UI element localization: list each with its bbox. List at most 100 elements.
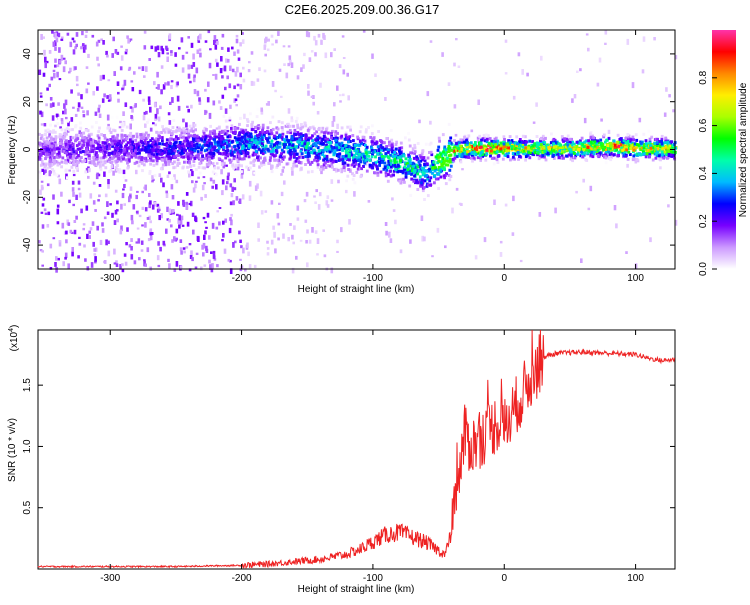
heatmap-cell xyxy=(247,252,250,257)
heatmap-cell xyxy=(260,161,263,164)
heatmap-cell xyxy=(363,31,366,33)
heatmap-cell xyxy=(121,263,124,266)
heatmap-cell xyxy=(98,105,101,108)
heatmap-cell xyxy=(165,229,168,234)
heatmap-cell xyxy=(405,175,408,178)
heatmap-cell xyxy=(291,62,294,68)
heatmap-cell xyxy=(445,182,448,185)
heatmap-cell xyxy=(238,123,241,126)
heatmap-cell xyxy=(269,156,272,159)
heatmap-cell xyxy=(427,91,430,96)
heatmap-cell xyxy=(513,96,516,100)
heatmap-cell xyxy=(56,122,59,125)
heatmap-cell xyxy=(220,68,223,73)
heatmap-cell xyxy=(136,241,139,243)
heatmap-cell xyxy=(177,201,180,206)
heatmap-cell xyxy=(423,237,426,242)
heatmap-cell xyxy=(522,135,525,138)
heatmap-cell xyxy=(93,200,96,204)
heatmap-cell xyxy=(614,205,617,210)
heatmap-cell xyxy=(311,50,314,52)
heatmap-cell xyxy=(187,170,190,173)
heatmap-cell xyxy=(168,219,171,223)
heatmap-cell xyxy=(115,190,118,193)
heatmap-cell xyxy=(387,166,390,169)
heatmap-cell xyxy=(505,150,508,153)
heatmap-cell xyxy=(108,158,111,161)
heatmap-cell xyxy=(49,50,52,54)
heatmap-cell xyxy=(599,139,602,142)
heatmap-cell xyxy=(38,156,41,159)
heatmap-cell xyxy=(372,151,375,154)
heatmap-cell xyxy=(322,229,325,232)
heatmap-cell xyxy=(280,96,283,98)
heatmap-cell xyxy=(49,124,52,127)
heatmap-cell xyxy=(110,131,113,134)
heatmap-cell xyxy=(468,153,471,156)
heatmap-cell xyxy=(79,243,82,246)
heatmap-cell xyxy=(117,157,120,160)
heatmap-cell xyxy=(251,51,254,55)
heatmap-cell xyxy=(651,150,654,153)
heatmap-cell xyxy=(643,146,646,149)
heatmap-cell xyxy=(342,155,345,158)
heatmap-cell xyxy=(137,228,140,230)
heatmap-cell xyxy=(171,80,174,82)
heatmap-cell xyxy=(632,138,635,141)
heatmap-cell xyxy=(138,164,141,167)
heatmap-cell xyxy=(141,224,144,226)
heatmap-cell xyxy=(393,151,396,154)
heatmap-cell xyxy=(282,169,285,173)
heatmap-cell xyxy=(521,69,524,75)
heatmap-cell xyxy=(287,63,290,66)
heatmap-cell xyxy=(72,181,75,185)
heatmap-cell xyxy=(134,139,137,142)
heatmap-cell xyxy=(453,63,456,67)
heatmap-cell xyxy=(111,165,114,168)
heatmap-cell xyxy=(303,142,306,145)
heatmap-cell xyxy=(164,161,167,164)
heatmap-cell xyxy=(64,60,67,64)
heatmap-cell xyxy=(256,115,259,118)
heatmap-cell xyxy=(438,140,441,143)
x-tick-label: -100 xyxy=(363,573,383,584)
heatmap-cell xyxy=(99,157,102,160)
heatmap-cell xyxy=(157,84,160,90)
heatmap-cell xyxy=(78,237,81,239)
heatmap-cell xyxy=(283,145,286,148)
heatmap-cell xyxy=(68,222,71,226)
heatmap-cell xyxy=(246,243,249,249)
heatmap-cell xyxy=(197,91,200,97)
heatmap-cell xyxy=(315,40,318,45)
heatmap-cell xyxy=(397,156,400,159)
heatmap-cell xyxy=(201,158,204,161)
heatmap-cell xyxy=(162,48,165,54)
heatmap-cell xyxy=(459,138,462,141)
heatmap-cell xyxy=(656,141,659,144)
heatmap-cell xyxy=(239,143,242,146)
heatmap-cell xyxy=(103,146,106,149)
heatmap-cell xyxy=(88,154,91,157)
heatmap-cell xyxy=(102,98,105,103)
heatmap-cell xyxy=(107,241,110,244)
heatmap-cell xyxy=(227,176,230,181)
heatmap-cell xyxy=(186,192,189,196)
heatmap-cell xyxy=(74,66,77,70)
heatmap-cell xyxy=(87,176,90,179)
heatmap-cell xyxy=(72,170,75,173)
heatmap-cell xyxy=(96,42,99,47)
heatmap-cell xyxy=(175,135,178,138)
heatmap-cell xyxy=(155,131,158,134)
heatmap-cell xyxy=(130,246,133,251)
heatmap-cell xyxy=(317,238,320,244)
heatmap-cell xyxy=(268,162,271,165)
heatmap-cell xyxy=(204,264,207,266)
heatmap-cell xyxy=(242,39,245,44)
heatmap-cell xyxy=(71,166,74,169)
heatmap-cell xyxy=(239,240,242,243)
heatmap-cell xyxy=(120,230,123,235)
heatmap-cell xyxy=(573,148,576,151)
heatmap-cell xyxy=(398,150,401,153)
heatmap-cell xyxy=(257,108,260,111)
heatmap-cell xyxy=(238,155,241,158)
